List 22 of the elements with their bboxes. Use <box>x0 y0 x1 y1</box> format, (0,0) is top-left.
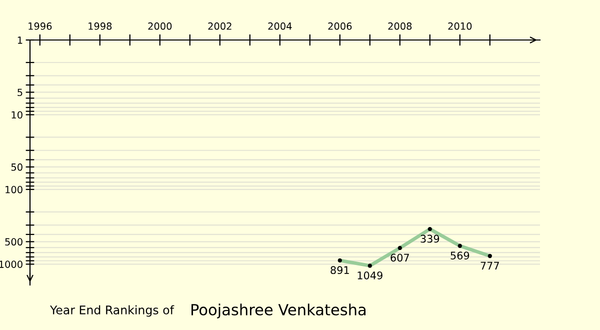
x-tick-label: 1998 <box>88 22 112 30</box>
y-tick-label: 100 <box>6 186 22 194</box>
x-tick-label: 2006 <box>328 22 352 30</box>
y-tick-label: 10 <box>12 111 22 119</box>
y-tick-label: 500 <box>5 238 22 246</box>
y-tick-label: 5 <box>18 88 22 96</box>
text: Poojashree Venkatesha <box>192 304 366 318</box>
data-label: 569 <box>450 252 470 260</box>
data-label: 339 <box>420 234 440 243</box>
y-tick-label: 1 <box>18 36 22 44</box>
x-tick-label: 1996 <box>28 22 52 30</box>
data-label: 777 <box>480 262 499 270</box>
x-tick-label: 2010 <box>448 22 472 30</box>
data-label: 607 <box>390 254 409 262</box>
data-label: 1049 <box>358 271 382 280</box>
x-tick-label: 2008 <box>388 22 412 30</box>
x-tick-label: 2002 <box>208 22 232 30</box>
text: Year End Rankings of <box>50 305 174 317</box>
data-label: 891 <box>330 266 349 274</box>
y-tick-label: 50 <box>11 163 22 171</box>
x-tick-label: 2004 <box>268 22 292 30</box>
x-tick-label: 2000 <box>148 22 172 30</box>
